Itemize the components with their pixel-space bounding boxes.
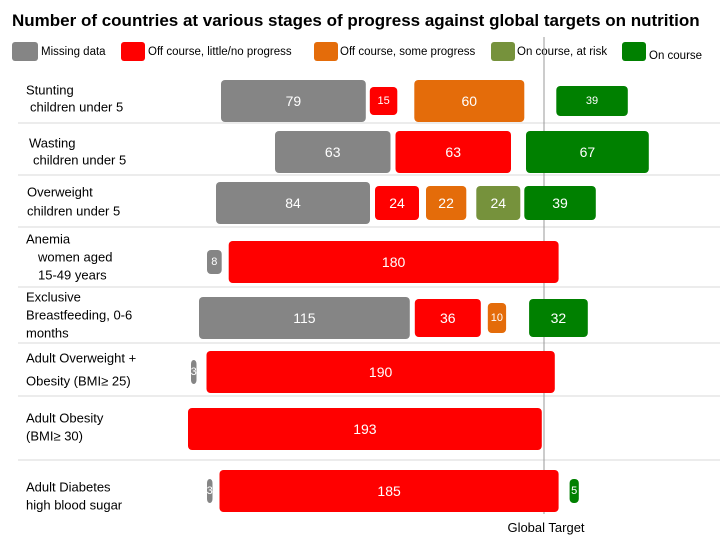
- row-label: Adult Overweight +: [26, 351, 136, 366]
- bar-off_some: [426, 186, 467, 220]
- bar-value-label: 180: [382, 254, 406, 270]
- row-label: Anemia: [26, 232, 71, 247]
- legend-label-off_little: Off course, little/no progress: [148, 46, 292, 58]
- bar-off_little: [219, 470, 559, 512]
- bar-on_risk: [476, 186, 521, 220]
- row-label: Obesity (BMI≥ 25): [26, 374, 131, 389]
- legend-label-on_risk: On course, at risk: [517, 46, 607, 58]
- bar-value-label: 84: [285, 195, 301, 211]
- row-label: Adult Obesity: [26, 411, 104, 426]
- bar-off_little: [228, 241, 559, 283]
- legend-swatch-on: [622, 42, 646, 61]
- bar-value-label: 3: [207, 485, 213, 497]
- row-labels: Stunting children under 5 Wasting children …: [26, 83, 136, 513]
- legend-swatch-off_some: [314, 42, 338, 61]
- bar-missing: [275, 131, 391, 173]
- bar-value-label: 63: [445, 144, 461, 160]
- chart-title: Number of countries at various stages of…: [12, 11, 700, 30]
- bar-missing: [207, 250, 222, 274]
- legend-label-off_some: Off course, some progress: [340, 46, 476, 58]
- bar-missing: [191, 360, 197, 384]
- row-label: Adult Diabetes: [26, 480, 111, 495]
- bar-on: [529, 299, 588, 337]
- row-label: high blood sugar: [26, 498, 123, 513]
- legend-label-missing: Missing data: [41, 46, 106, 58]
- bar-on: [569, 479, 579, 503]
- legend-label-on: On course: [649, 50, 702, 62]
- row-label: Overweight: [27, 185, 93, 200]
- bar-value-label: 24: [491, 195, 507, 211]
- row-label: children under 5: [30, 100, 123, 115]
- bar-off_little: [188, 408, 542, 450]
- row-label: 15-49 years: [38, 268, 107, 283]
- bar-value-label: 39: [552, 195, 568, 211]
- bar-value-label: 193: [353, 421, 377, 437]
- bar-value-label: 39: [586, 95, 598, 107]
- bar-value-label: 24: [389, 195, 405, 211]
- global-target-label: Global Target: [507, 520, 584, 535]
- bar-on: [556, 86, 628, 116]
- bar-value-label: 63: [325, 144, 341, 160]
- row-label: Wasting: [29, 136, 75, 151]
- bar-value-label: 22: [438, 195, 454, 211]
- bar-value-label: 115: [293, 310, 316, 326]
- bar-value-label: 32: [551, 310, 567, 326]
- row-label: Breastfeeding, 0-6: [26, 308, 132, 323]
- bar-on: [524, 186, 596, 220]
- bar-value-label: 10: [491, 312, 503, 324]
- bar-missing: [216, 182, 370, 224]
- row-label: months: [26, 326, 69, 341]
- bar-off_some: [487, 303, 507, 333]
- bar-value-label: 8: [211, 256, 217, 268]
- bar-off_little: [414, 299, 481, 337]
- bar-missing: [199, 297, 410, 339]
- legend-swatch-missing: [12, 42, 38, 61]
- row-label: (BMI≥ 30): [26, 429, 83, 444]
- bar-value-label: 36: [440, 310, 456, 326]
- bar-value-label: 60: [462, 93, 478, 109]
- legend-swatch-on_risk: [491, 42, 515, 61]
- bar-off_little: [375, 186, 419, 220]
- legend-swatch-off_little: [121, 42, 145, 61]
- bar-value-label: 190: [369, 364, 393, 380]
- bar-off_some: [414, 80, 525, 122]
- row-separators: [18, 122, 720, 461]
- legend: Missing data Off course, little/no progre…: [12, 42, 702, 62]
- row-label: children under 5: [27, 204, 120, 219]
- bars: 79 15 60 39 63 63 67 84 24 22 24 39 8 180 5 115 36 10 32 3 1…: [188, 80, 649, 512]
- bar-value-label: 15: [377, 95, 389, 107]
- bar-missing: [221, 80, 366, 122]
- bar-value-label: 3: [191, 366, 197, 378]
- bar-value-label: 5: [571, 485, 577, 497]
- bar-missing: [207, 479, 213, 503]
- bar-value-label: 67: [580, 144, 596, 160]
- bar-on: [526, 131, 649, 173]
- bar-value-label: 79: [286, 93, 302, 109]
- bar-off_little: [395, 131, 511, 173]
- row-label: children under 5: [33, 153, 126, 168]
- bar-off_little: [206, 351, 555, 393]
- row-label: women aged: [37, 250, 112, 265]
- row-label: Stunting: [26, 83, 74, 98]
- row-label: Exclusive: [26, 290, 81, 305]
- bar-off_little: [369, 87, 398, 115]
- bar-value-label: 185: [377, 483, 401, 499]
